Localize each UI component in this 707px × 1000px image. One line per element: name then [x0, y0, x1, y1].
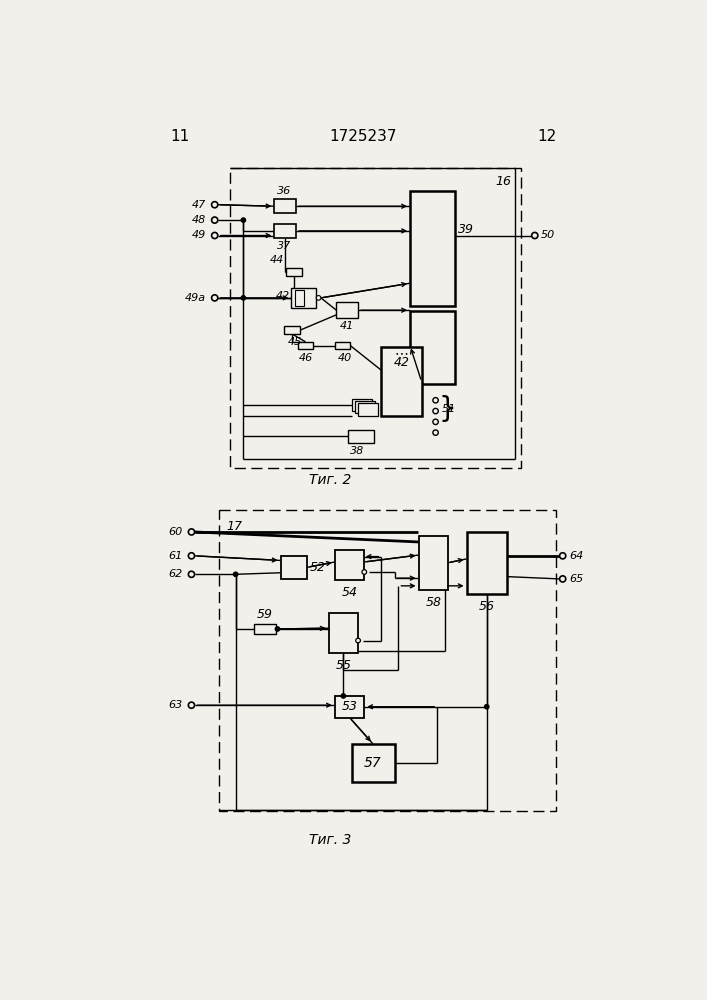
Text: 42: 42 — [394, 356, 409, 369]
Text: 41: 41 — [339, 321, 354, 331]
Text: 49: 49 — [192, 231, 206, 240]
Bar — [218, 510, 556, 811]
Text: 40: 40 — [338, 353, 352, 363]
Text: 17: 17 — [226, 520, 243, 533]
Circle shape — [316, 296, 321, 300]
Text: 53: 53 — [341, 700, 358, 713]
Bar — [410, 191, 455, 306]
Text: 39: 39 — [458, 223, 474, 236]
Circle shape — [233, 572, 238, 576]
Text: 56: 56 — [479, 600, 495, 613]
Bar — [348, 430, 374, 443]
Text: 52: 52 — [309, 561, 325, 574]
Bar — [419, 536, 448, 590]
Text: 61: 61 — [168, 551, 182, 561]
Circle shape — [241, 296, 245, 300]
Bar — [467, 532, 507, 594]
Text: 16: 16 — [496, 175, 512, 188]
Circle shape — [559, 553, 566, 559]
Bar — [335, 696, 364, 718]
Bar — [410, 311, 455, 384]
Text: 11: 11 — [170, 129, 189, 144]
Text: 62: 62 — [168, 569, 182, 579]
Text: 59: 59 — [257, 607, 273, 620]
Text: 1725237: 1725237 — [329, 129, 397, 144]
Circle shape — [211, 295, 218, 301]
Bar — [329, 613, 358, 653]
Bar — [298, 342, 313, 349]
Text: 65: 65 — [569, 574, 583, 584]
Bar — [286, 268, 301, 276]
Text: 60: 60 — [168, 527, 182, 537]
Text: 44: 44 — [270, 255, 284, 265]
Bar — [337, 302, 358, 318]
Bar — [358, 403, 378, 416]
Text: 57: 57 — [364, 756, 382, 770]
Bar — [230, 168, 521, 468]
Bar — [295, 290, 304, 306]
Bar — [255, 624, 276, 634]
Circle shape — [433, 408, 438, 414]
Text: Τиг. 3: Τиг. 3 — [309, 833, 351, 847]
Circle shape — [433, 419, 438, 425]
Text: 36: 36 — [276, 186, 291, 196]
Circle shape — [484, 705, 489, 709]
Text: 48: 48 — [192, 215, 206, 225]
Circle shape — [211, 217, 218, 223]
Bar — [284, 326, 300, 334]
Text: 47: 47 — [192, 200, 206, 210]
Text: 50: 50 — [541, 231, 555, 240]
Bar — [352, 744, 395, 782]
Text: 58: 58 — [425, 596, 441, 609]
Bar — [335, 342, 351, 349]
Circle shape — [275, 627, 280, 631]
Text: 55: 55 — [335, 659, 351, 672]
Circle shape — [433, 430, 438, 435]
Text: 51: 51 — [442, 404, 456, 414]
Bar — [335, 550, 364, 580]
Circle shape — [341, 694, 346, 698]
Text: 38: 38 — [351, 446, 365, 456]
Text: 54: 54 — [341, 586, 358, 599]
Circle shape — [532, 232, 538, 239]
Text: 64: 64 — [569, 551, 583, 561]
Text: 46: 46 — [299, 353, 313, 363]
Text: 37: 37 — [276, 241, 291, 251]
Circle shape — [211, 202, 218, 208]
Bar — [355, 401, 375, 413]
Circle shape — [241, 218, 245, 222]
Text: 45: 45 — [288, 337, 302, 347]
Text: Τиг. 2: Τиг. 2 — [309, 473, 351, 487]
Bar — [274, 224, 296, 238]
Text: ⋯: ⋯ — [395, 346, 409, 360]
Circle shape — [362, 570, 367, 574]
Circle shape — [356, 638, 361, 643]
Text: 49a: 49a — [185, 293, 206, 303]
Text: 63: 63 — [168, 700, 182, 710]
Text: 12: 12 — [537, 129, 557, 144]
Text: 42: 42 — [276, 291, 290, 301]
Circle shape — [188, 571, 194, 577]
Circle shape — [433, 398, 438, 403]
Bar — [381, 347, 421, 416]
Bar — [274, 199, 296, 213]
Circle shape — [188, 553, 194, 559]
Bar — [291, 288, 316, 308]
Circle shape — [188, 529, 194, 535]
Circle shape — [188, 702, 194, 708]
Bar — [352, 399, 372, 411]
Circle shape — [559, 576, 566, 582]
Text: }: } — [438, 395, 457, 423]
Bar — [281, 556, 307, 579]
Circle shape — [211, 232, 218, 239]
